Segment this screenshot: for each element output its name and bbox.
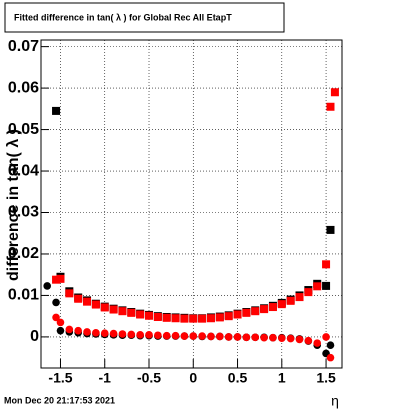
circle-marker: [74, 326, 82, 335]
chart-title: Fitted difference in tan( λ ) for Global…: [14, 12, 232, 22]
circle-marker: [198, 332, 206, 340]
title-box: [4, 2, 285, 33]
circle-marker: [52, 313, 60, 322]
circle-marker: [109, 329, 118, 338]
timestamp: Mon Dec 20 21:17:53 2021: [4, 395, 115, 405]
square-marker: [91, 300, 100, 309]
circle-marker: [242, 333, 251, 342]
circle-marker: [278, 334, 286, 342]
x-tick-label: 0: [189, 370, 197, 386]
circle-marker: [207, 332, 215, 341]
circle-marker: [162, 331, 171, 340]
square-marker: [326, 225, 335, 234]
circle-marker: [326, 353, 335, 362]
square-marker: [198, 314, 207, 323]
square-marker: [118, 307, 127, 316]
square-marker: [215, 313, 224, 322]
square-marker: [224, 312, 233, 321]
circle-marker: [189, 332, 198, 340]
square-marker: [74, 294, 83, 303]
circle-marker: [127, 330, 136, 339]
circle-marker: [180, 332, 189, 340]
square-marker: [180, 314, 189, 323]
x-axis-label: η: [331, 393, 339, 409]
square-marker: [83, 297, 92, 306]
circle-marker: [145, 331, 153, 339]
y-tick-label: 0.07: [8, 38, 39, 55]
circle-marker: [233, 333, 242, 341]
circle-marker: [286, 334, 295, 343]
square-marker: [136, 310, 145, 319]
square-marker: [52, 275, 61, 284]
y-tick-label: 0.02: [8, 245, 39, 262]
square-marker: [326, 102, 335, 111]
y-tick-label: 0.03: [8, 204, 39, 221]
y-tick-label: 0.01: [8, 287, 39, 304]
y-tick-label: 0.06: [8, 79, 39, 96]
square-marker: [322, 281, 331, 290]
circle-marker: [313, 339, 322, 347]
x-tick-label: 0.5: [228, 370, 248, 386]
y-tick-label: 0.04: [8, 162, 39, 179]
circle-marker: [136, 331, 144, 339]
x-tick-label: -1.5: [48, 370, 72, 386]
circle-marker: [56, 326, 65, 335]
circle-marker: [295, 335, 304, 344]
circle-marker: [326, 341, 335, 349]
circle-marker: [100, 329, 109, 337]
circle-marker: [56, 318, 65, 327]
circle-marker: [65, 325, 74, 334]
x-tick-label: -1: [99, 370, 112, 386]
square-marker: [171, 314, 180, 323]
circle-marker: [118, 330, 127, 338]
square-marker: [286, 296, 295, 305]
square-marker: [260, 305, 269, 314]
square-marker: [145, 311, 154, 320]
circle-marker: [216, 332, 224, 341]
square-marker: [313, 282, 322, 291]
y-tick-label: 0.05: [8, 121, 39, 138]
square-marker: [251, 307, 260, 316]
circle-marker: [224, 333, 233, 341]
square-marker: [153, 312, 162, 321]
square-marker: [65, 289, 74, 298]
y-axis-label: difference in tan( λ ): [5, 129, 22, 281]
square-marker: [268, 303, 277, 312]
circle-marker: [171, 331, 180, 340]
circle-marker: [43, 282, 51, 290]
square-marker: [189, 314, 198, 323]
x-tick-label: -0.5: [137, 370, 161, 386]
square-marker: [52, 106, 61, 115]
circle-marker: [260, 333, 268, 342]
square-marker: [322, 260, 331, 269]
x-tick-label: 1.5: [316, 370, 336, 386]
square-marker: [295, 293, 304, 302]
square-marker: [330, 88, 339, 97]
circle-marker: [251, 333, 260, 342]
circle-marker: [52, 298, 60, 307]
plot-frame: [40, 39, 343, 369]
square-marker: [206, 314, 215, 323]
circle-marker: [322, 333, 330, 341]
square-marker: [242, 308, 251, 317]
square-marker: [277, 300, 286, 309]
square-marker: [56, 274, 65, 283]
square-marker: [304, 288, 313, 297]
y-tick-label: 0: [30, 328, 39, 345]
square-marker: [109, 305, 118, 314]
x-tick-label: 1: [278, 370, 286, 386]
circle-marker: [83, 328, 91, 336]
circle-marker: [92, 328, 100, 337]
circle-marker: [269, 333, 277, 342]
circle-marker: [304, 336, 313, 345]
circle-marker: [154, 331, 162, 340]
square-marker: [162, 313, 171, 322]
square-marker: [100, 303, 109, 312]
square-marker: [233, 310, 242, 319]
square-marker: [127, 308, 136, 317]
